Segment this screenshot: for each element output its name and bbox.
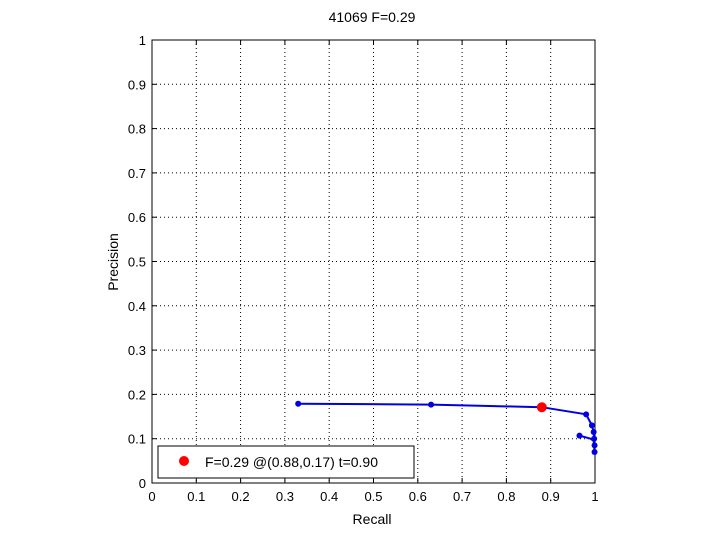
y-tick-label: 0.5 [128,255,146,270]
pr-curve-point [428,401,435,408]
y-tick-label: 0 [139,476,146,491]
x-axis-ticks: 0 0.1 0.2 0.3 0.4 0.5 0.6 0.7 0.8 0.9 1 [148,40,599,504]
y-axis-ticks: 0 0.1 0.2 0.3 0.4 0.5 0.6 0.7 0.8 0.9 1 [128,33,595,491]
legend-marker [179,456,189,466]
x-tick-label: 0.8 [497,489,515,504]
y-tick-label: 0.6 [128,210,146,225]
y-axis-label: Precision [105,233,121,291]
legend: F=0.29 @(0.88,0.17) t=0.90 [157,445,415,479]
pr-curve-point [590,429,597,436]
x-tick-label: 0.1 [187,489,205,504]
x-tick-label: 0.2 [232,489,250,504]
pr-series [295,400,598,455]
y-tick-label: 0.7 [128,166,146,181]
pr-curve-point [591,448,598,455]
x-tick-label: 0.7 [453,489,471,504]
pr-curve-point [588,422,595,429]
pr-curve-point [591,442,598,449]
x-tick-label: 1 [591,489,598,504]
y-tick-label: 0.3 [128,343,146,358]
best-f-point [536,402,547,413]
x-tick-label: 0.9 [542,489,560,504]
grid-lines [152,40,595,483]
x-tick-label: 0.5 [364,489,382,504]
chart-title: 41069 F=0.29 [329,9,416,25]
legend-label: F=0.29 @(0.88,0.17) t=0.90 [205,454,378,470]
x-axis-label: Recall [353,511,392,527]
pr-curve-point [295,400,302,407]
x-tick-label: 0.3 [276,489,294,504]
y-tick-label: 0.8 [128,122,146,137]
y-tick-label: 1 [139,33,146,48]
y-tick-label: 0.2 [128,387,146,402]
pr-curve-line [298,402,596,453]
x-tick-label: 0.4 [320,489,338,504]
pr-curve-point [583,411,590,418]
x-tick-label: 0.6 [409,489,427,504]
y-tick-label: 0.9 [128,77,146,92]
y-tick-label: 0.1 [128,432,146,447]
legend-box [157,445,415,479]
y-tick-label: 0.4 [128,299,146,314]
pr-curve-point [576,432,583,439]
x-tick-label: 0 [148,489,155,504]
pr-curve-point [591,435,598,442]
